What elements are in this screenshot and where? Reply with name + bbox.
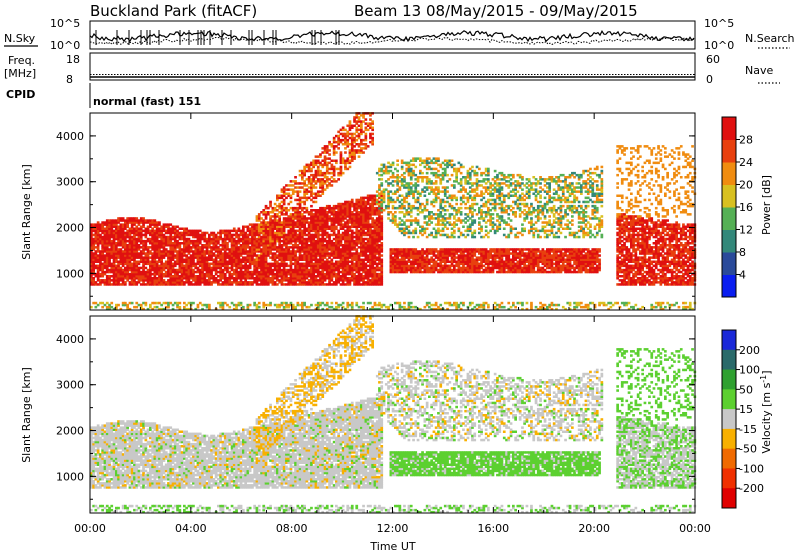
freq-label-line1: Freq. (8, 54, 35, 67)
site-title: Buckland Park (fitACF) (90, 2, 257, 20)
power-ytick-label: 3000 (56, 176, 84, 189)
power-plot-area (90, 112, 697, 311)
nsearch-label: N.Search (745, 32, 795, 45)
freq-traces (90, 74, 695, 78)
velocity-ytick-label: 1000 (56, 470, 84, 483)
velocity-ylabel: Slant Range [km] (20, 367, 33, 463)
power-colorbar-segment (722, 139, 736, 163)
power-colorbar-segment (722, 229, 736, 253)
power-colorbar-tick: 12 (739, 224, 753, 237)
velocity-plot-area (90, 315, 697, 514)
xtick-label: 12:00 (377, 522, 409, 535)
freq-panel-frame (89, 52, 696, 81)
velocity-ytick-label: 4000 (56, 333, 84, 346)
power-colorbar-tick: 28 (739, 134, 753, 147)
velocity-colorbar-segment (722, 468, 736, 489)
power-colorbar-tick: 8 (739, 246, 746, 259)
nsky-panel-frame (89, 20, 696, 50)
power-colorbar: 4 8 12 16 20 24 28 (721, 116, 753, 298)
power-colorbar-segment (722, 117, 736, 140)
velocity-colorbar-tick: -50 (739, 443, 757, 456)
power-ytick-label: 1000 (56, 267, 84, 280)
nsky-tick-bottom: 10^0 (50, 39, 80, 52)
xaxis-label: Time UT (369, 540, 415, 553)
power-colorbar-segment (722, 184, 736, 208)
velocity-colorbar-label-main: Velocity [m s (760, 382, 773, 453)
freq-tick-bottom: 8 (66, 73, 73, 86)
velocity-colorbar-segment (722, 349, 736, 371)
nsky-tick-top: 10^5 (50, 17, 80, 30)
velocity-colorbar-segment (722, 409, 736, 430)
velocity-colorbar-tick: 200 (739, 344, 760, 357)
velocity-ytick-label: 2000 (56, 425, 84, 438)
velocity-colorbar-segment (722, 369, 736, 390)
beam-title: Beam 13 08/May/2015 - 09/May/2015 (354, 2, 638, 20)
xtick-label: 04:00 (175, 522, 207, 535)
velocity-colorbar-label: Velocity [m s-1] (759, 370, 773, 453)
power-colorbar-label: Power [dB] (760, 175, 773, 235)
velocity-colorbar-tick: 100 (739, 364, 760, 377)
power-y-axis: 1000 2000 3000 4000 (56, 130, 695, 297)
xtick-label: 00:00 (679, 522, 711, 535)
velocity-colorbar-label-sup: -1 (759, 375, 768, 383)
velocity-colorbar-segment (722, 389, 736, 410)
power-colorbar-segment (722, 274, 736, 298)
velocity-colorbar-tick: -15 (739, 423, 757, 436)
velocity-colorbar-segment (722, 448, 736, 469)
velocity-y-axis: 1000 2000 3000 4000 (56, 333, 695, 500)
velocity-colorbar-label-end: ] (760, 370, 773, 374)
power-ylabel: Slant Range [km] (20, 164, 33, 260)
power-colorbar-segment (722, 207, 736, 230)
power-colorbar-tick: 16 (739, 201, 753, 214)
velocity-colorbar-tick: 15 (739, 403, 753, 416)
time-x-axis: 00:00 04:00 08:00 12:00 16:00 20:00 00:00 (74, 113, 711, 535)
power-colorbar-segment (722, 162, 736, 185)
velocity-colorbar-tick: -100 (739, 462, 764, 475)
velocity-colorbar-segment (722, 330, 736, 351)
nsky-traces (89, 30, 695, 45)
nsearch-tick-bottom: 10^0 (704, 39, 734, 52)
freq-label-line2: [MHz] (4, 67, 36, 80)
power-colorbar-tick: 24 (739, 156, 753, 169)
nave-tick-top: 60 (706, 53, 720, 66)
power-ytick-label: 4000 (56, 130, 84, 143)
xtick-label: 08:00 (276, 522, 308, 535)
cpid-label: CPID (6, 88, 35, 101)
velocity-colorbar: 200 100 50 15 -15 -50 -100 -200 (721, 329, 764, 509)
xtick-label: 00:00 (74, 522, 106, 535)
freq-tick-top: 18 (66, 53, 80, 66)
xtick-label: 16:00 (477, 522, 509, 535)
nave-tick-bottom: 0 (706, 73, 713, 86)
velocity-ytick-label: 3000 (56, 379, 84, 392)
velocity-colorbar-segment (722, 488, 736, 509)
velocity-colorbar-tick: 50 (739, 383, 753, 396)
nave-label: Nave (745, 64, 773, 77)
velocity-colorbar-segment (722, 428, 736, 450)
velocity-colorbar-tick: -200 (739, 482, 764, 495)
power-colorbar-tick: 20 (739, 179, 753, 192)
power-colorbar-tick: 4 (739, 269, 746, 282)
cpid-value: normal (fast) 151 (93, 95, 201, 108)
xtick-label: 20:00 (578, 522, 610, 535)
nsky-label: N.Sky (4, 32, 36, 45)
nsearch-tick-top: 10^5 (704, 17, 734, 30)
power-colorbar-segment (722, 252, 736, 275)
power-ytick-label: 2000 (56, 222, 84, 235)
